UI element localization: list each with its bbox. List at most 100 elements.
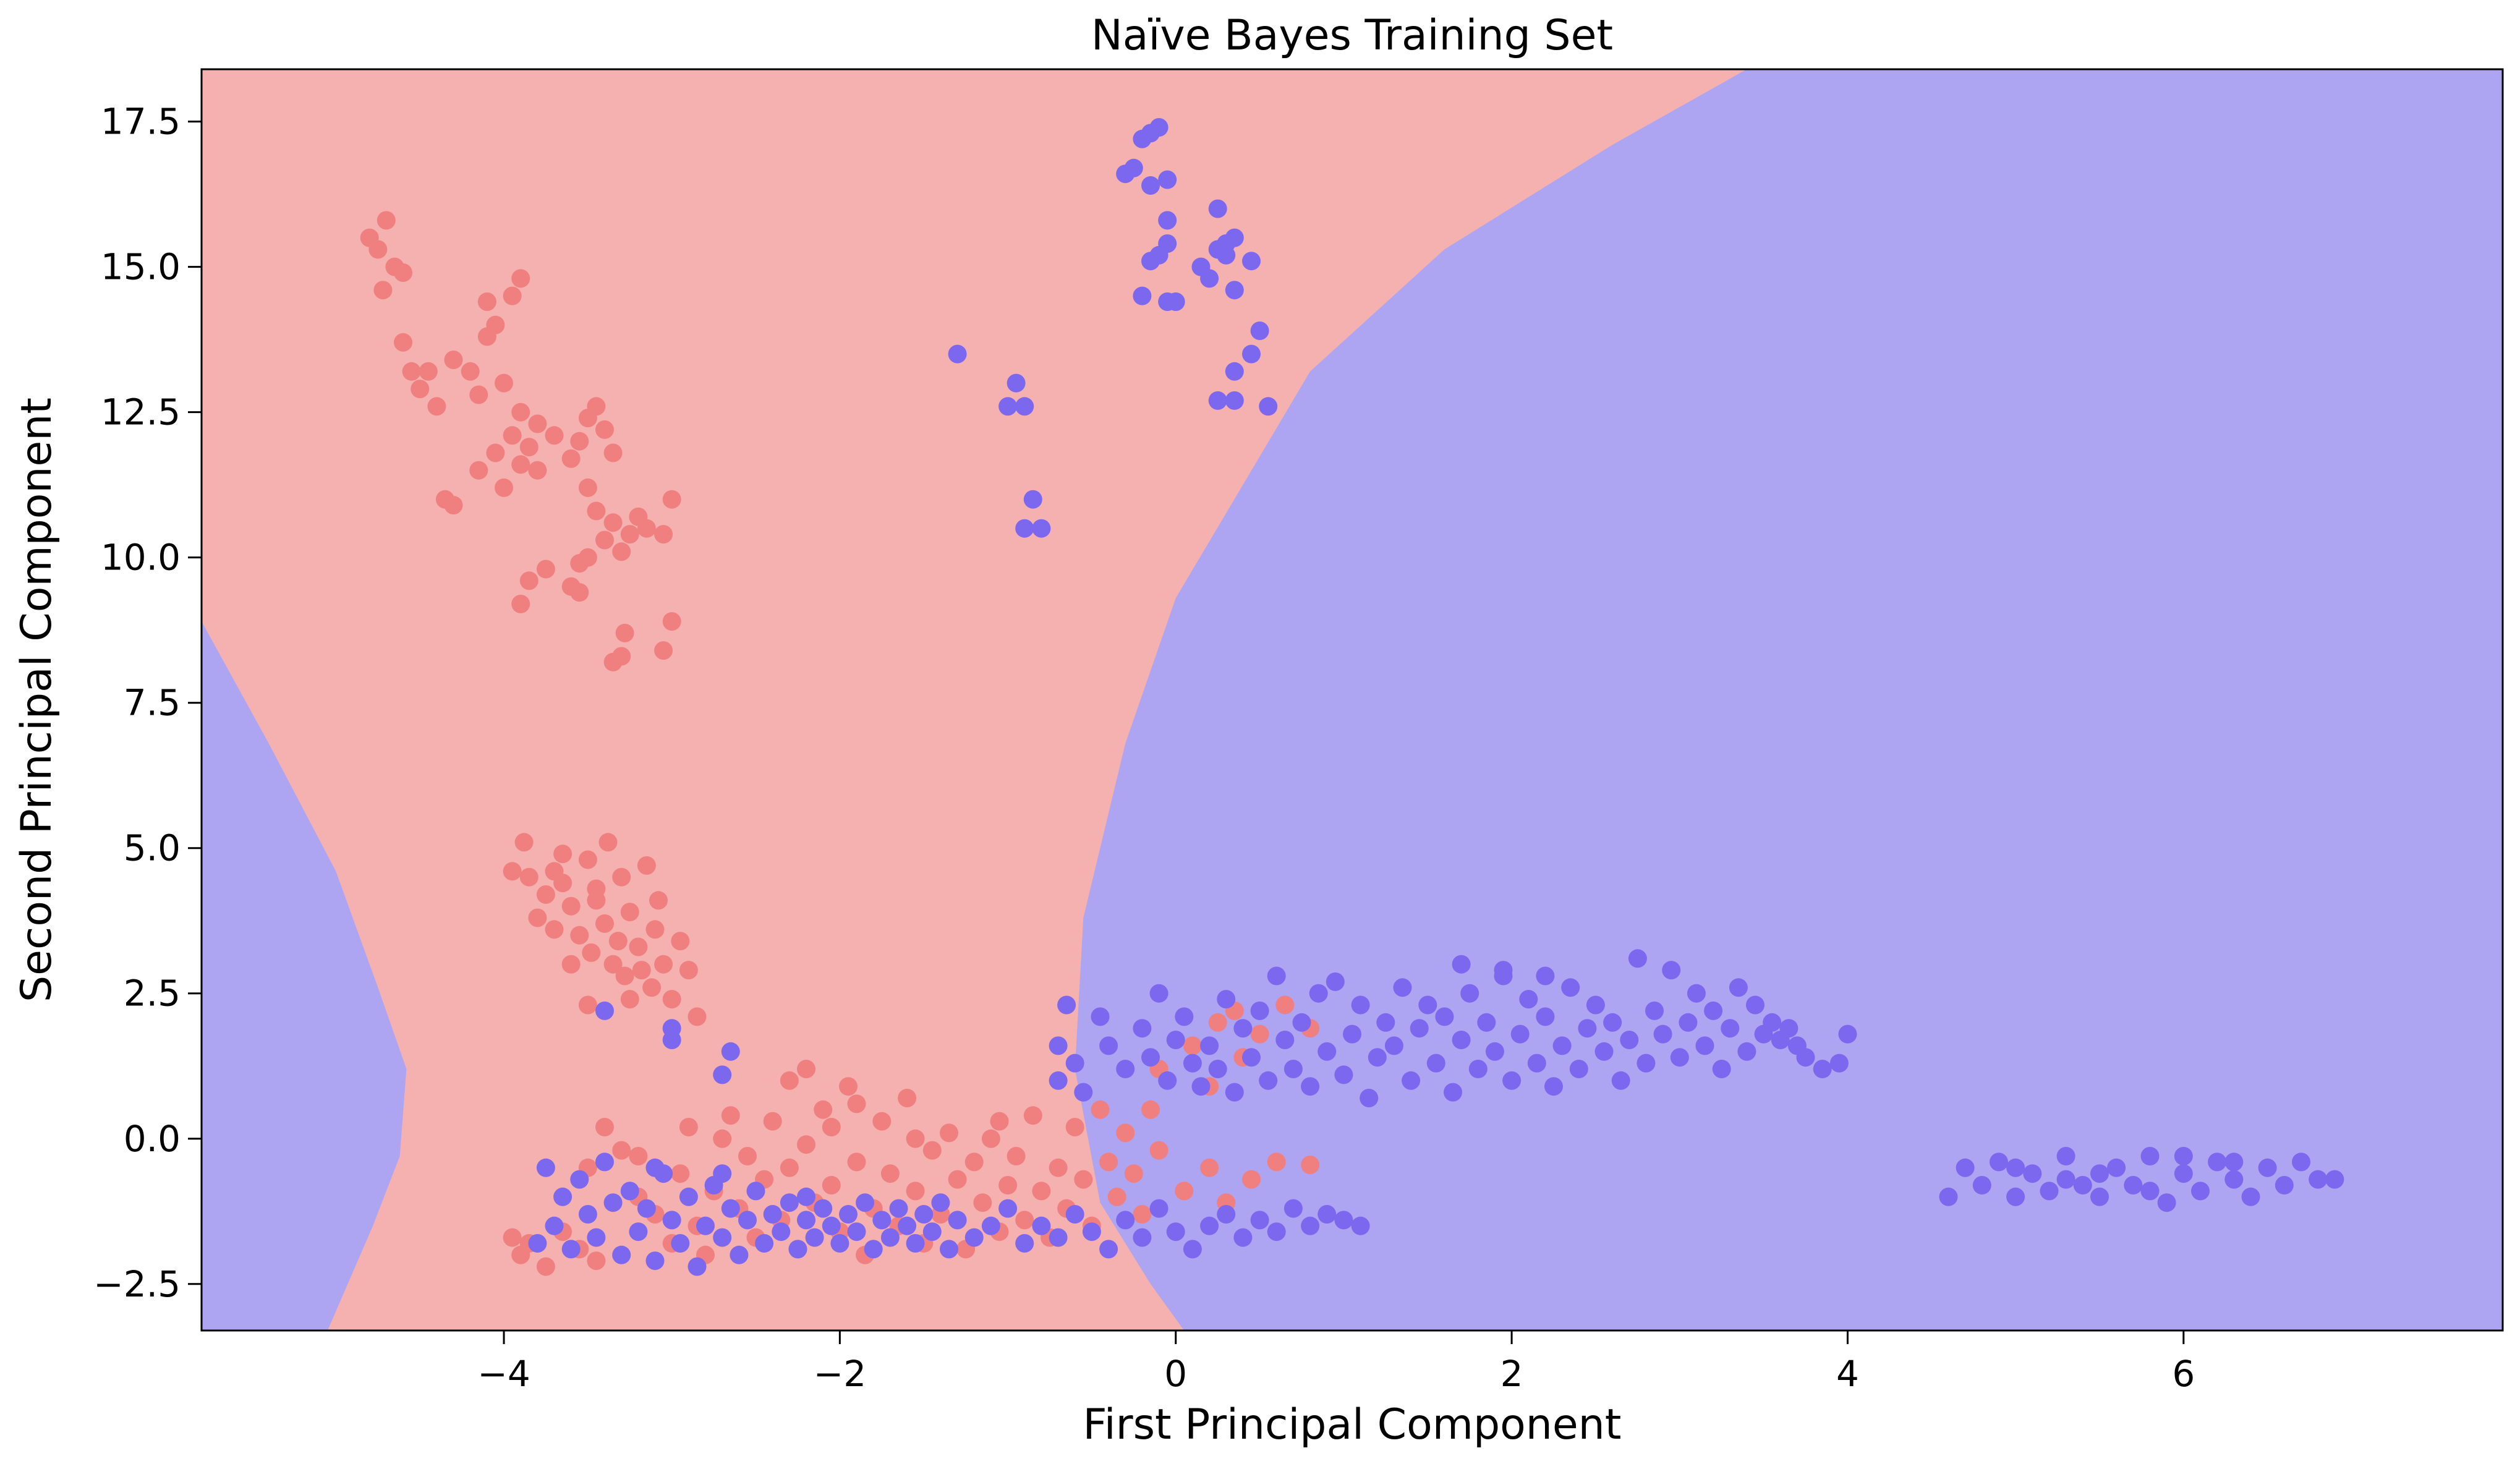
point-class-1 bbox=[1032, 1216, 1051, 1235]
point-class-0 bbox=[649, 891, 668, 910]
point-class-1 bbox=[1351, 995, 1370, 1015]
point-class-0 bbox=[713, 1129, 732, 1148]
point-class-1 bbox=[1183, 1054, 1202, 1073]
point-class-0 bbox=[948, 1170, 967, 1189]
point-class-0 bbox=[1208, 1013, 1227, 1032]
point-class-0 bbox=[377, 211, 396, 230]
point-class-0 bbox=[1099, 1152, 1118, 1172]
point-class-1 bbox=[948, 1211, 967, 1230]
point-class-1 bbox=[1267, 1222, 1286, 1241]
point-class-0 bbox=[998, 1176, 1018, 1194]
point-class-0 bbox=[595, 1118, 614, 1136]
point-class-0 bbox=[603, 955, 623, 974]
point-class-0 bbox=[822, 1176, 841, 1194]
x-tick-label: −4 bbox=[477, 1353, 530, 1395]
y-tick-label: 10.0 bbox=[101, 537, 181, 579]
point-class-0 bbox=[477, 292, 496, 311]
point-class-1 bbox=[1939, 1187, 1958, 1206]
point-class-1 bbox=[662, 1031, 681, 1049]
point-class-0 bbox=[411, 380, 430, 399]
point-class-0 bbox=[402, 362, 421, 381]
point-class-0 bbox=[444, 351, 463, 369]
point-class-1 bbox=[1544, 1077, 1563, 1096]
y-tick-label: 5.0 bbox=[124, 827, 181, 869]
point-class-1 bbox=[2090, 1164, 2109, 1183]
point-class-1 bbox=[763, 1205, 782, 1224]
point-class-0 bbox=[519, 438, 538, 457]
point-class-1 bbox=[1217, 245, 1236, 265]
point-class-1 bbox=[2258, 1158, 2277, 1177]
point-class-0 bbox=[1175, 1182, 1194, 1201]
point-class-1 bbox=[898, 1216, 917, 1235]
point-class-0 bbox=[536, 885, 555, 904]
point-class-0 bbox=[570, 432, 589, 451]
x-tick-label: 0 bbox=[1164, 1353, 1187, 1395]
point-class-1 bbox=[2140, 1182, 2160, 1201]
decision-region-class-1-right bbox=[1075, 69, 2503, 1331]
point-class-1 bbox=[1065, 1054, 1084, 1073]
point-class-1 bbox=[1972, 1176, 1991, 1194]
x-axis: −4 −2 0 2 4 6 bbox=[477, 1331, 2195, 1395]
point-class-1 bbox=[1032, 519, 1051, 538]
point-class-1 bbox=[2309, 1170, 2328, 1189]
point-class-1 bbox=[1233, 1019, 1253, 1038]
point-class-1 bbox=[1166, 1222, 1185, 1241]
point-class-0 bbox=[1301, 1156, 1320, 1175]
x-axis-label: First Principal Component bbox=[1083, 1400, 1622, 1449]
point-class-0 bbox=[671, 932, 690, 951]
point-class-0 bbox=[368, 240, 388, 259]
point-class-1 bbox=[1552, 1036, 1572, 1055]
point-class-0 bbox=[1107, 1187, 1126, 1206]
point-class-1 bbox=[1242, 252, 1261, 271]
point-class-0 bbox=[738, 1147, 757, 1165]
point-class-0 bbox=[620, 903, 639, 922]
point-class-0 bbox=[1116, 1123, 1135, 1143]
point-class-0 bbox=[603, 513, 623, 532]
point-class-1 bbox=[2224, 1170, 2244, 1189]
point-class-1 bbox=[2325, 1170, 2344, 1189]
point-class-1 bbox=[948, 344, 967, 364]
point-class-1 bbox=[1586, 995, 1605, 1015]
point-class-1 bbox=[587, 1228, 606, 1247]
point-class-1 bbox=[1687, 984, 1706, 1003]
point-class-1 bbox=[1645, 1001, 1664, 1020]
point-class-1 bbox=[612, 1245, 631, 1264]
point-class-1 bbox=[940, 1240, 958, 1259]
point-class-0 bbox=[511, 594, 530, 613]
point-class-1 bbox=[1360, 1089, 1379, 1107]
point-class-0 bbox=[797, 1135, 815, 1154]
y-tick-label: −2.5 bbox=[93, 1263, 181, 1305]
point-class-0 bbox=[1124, 1164, 1143, 1183]
point-class-1 bbox=[839, 1205, 858, 1224]
point-class-0 bbox=[1267, 1152, 1286, 1172]
point-class-1 bbox=[1494, 961, 1513, 980]
point-class-1 bbox=[713, 1065, 732, 1084]
point-class-1 bbox=[2107, 1158, 2126, 1177]
point-class-0 bbox=[578, 995, 597, 1015]
point-class-0 bbox=[595, 530, 614, 550]
point-class-1 bbox=[1435, 1007, 1454, 1026]
point-class-1 bbox=[1746, 995, 1764, 1015]
point-class-0 bbox=[582, 943, 601, 962]
point-class-0 bbox=[642, 978, 662, 997]
point-class-1 bbox=[1813, 1060, 1832, 1078]
point-class-1 bbox=[1259, 397, 1278, 416]
point-class-0 bbox=[637, 519, 656, 538]
point-class-1 bbox=[2157, 1193, 2176, 1212]
point-class-0 bbox=[1250, 1024, 1269, 1044]
point-class-0 bbox=[662, 612, 681, 631]
point-class-0 bbox=[654, 641, 673, 660]
point-class-1 bbox=[528, 1234, 547, 1253]
point-class-0 bbox=[981, 1129, 1000, 1148]
point-class-0 bbox=[608, 932, 628, 951]
point-class-1 bbox=[1519, 990, 1538, 1009]
point-class-1 bbox=[730, 1245, 749, 1264]
point-class-1 bbox=[1242, 344, 1261, 364]
point-class-1 bbox=[1149, 1199, 1168, 1218]
point-class-1 bbox=[2174, 1164, 2193, 1183]
point-class-1 bbox=[1259, 1071, 1278, 1090]
point-class-0 bbox=[763, 1112, 782, 1131]
point-class-1 bbox=[1175, 1007, 1194, 1026]
point-class-1 bbox=[1116, 1211, 1135, 1230]
point-class-1 bbox=[1124, 158, 1143, 177]
